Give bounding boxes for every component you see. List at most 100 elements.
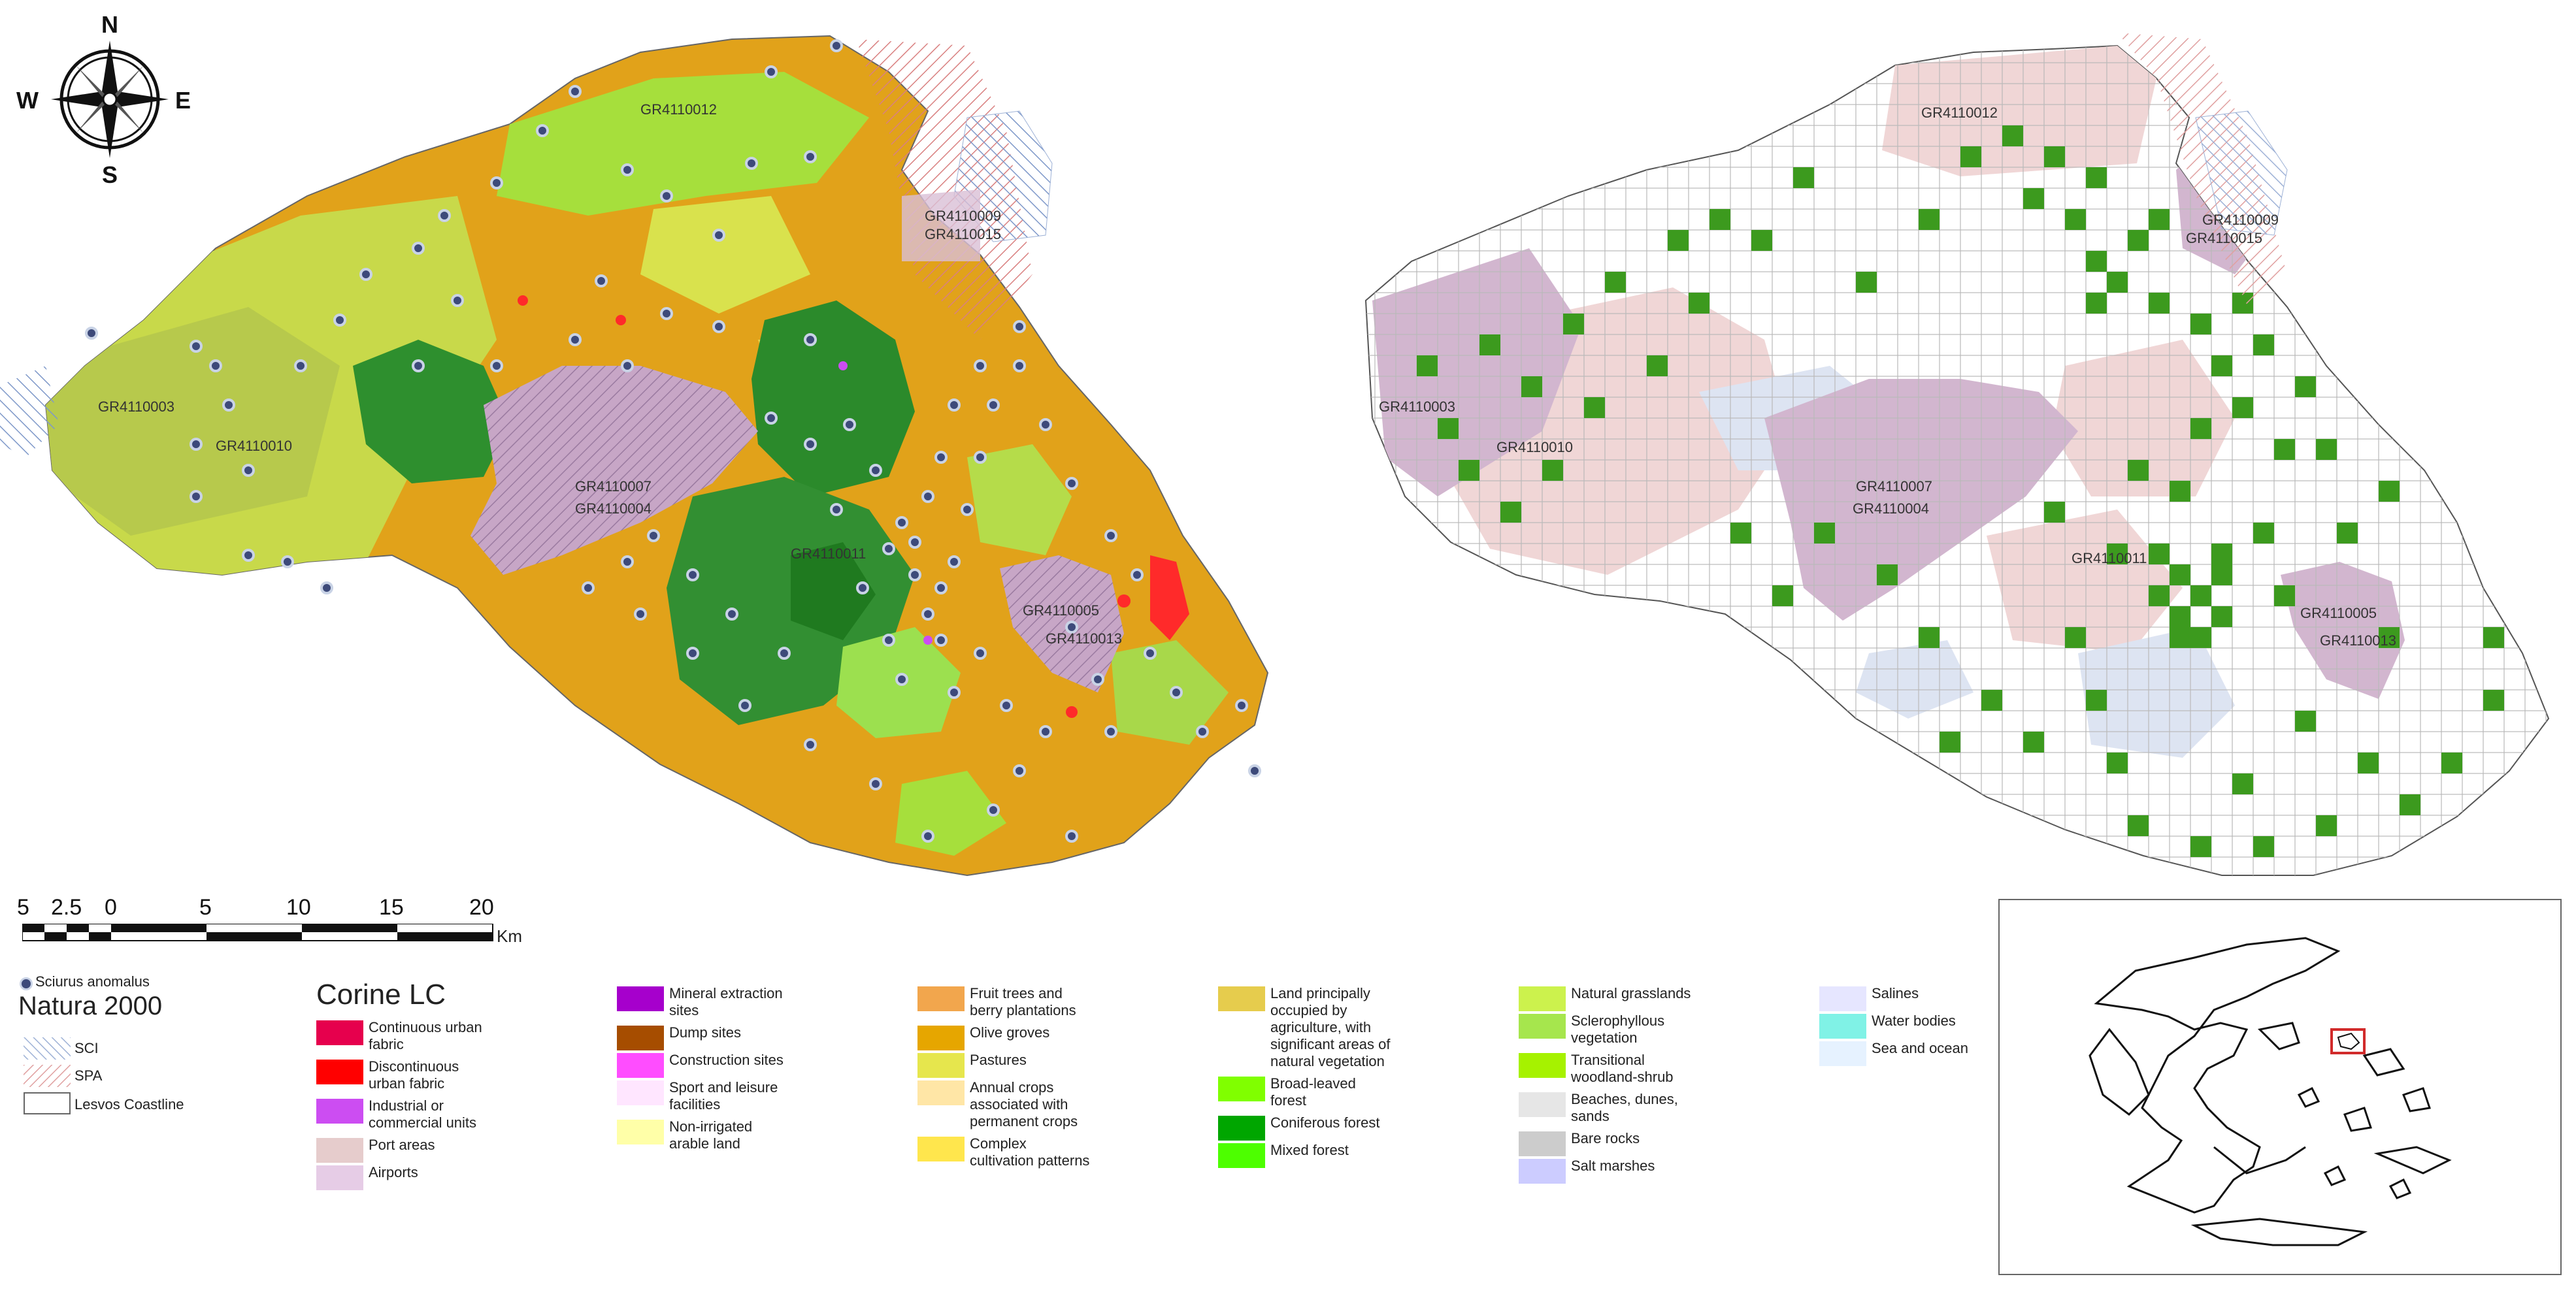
site-label: GR4110015 — [925, 226, 1001, 242]
corine-label: Non-irrigated arable land — [669, 1118, 753, 1152]
corine-swatch — [917, 1137, 965, 1161]
sciurus-label: Sciurus anomalus — [35, 973, 150, 990]
site-label: GR4110013 — [1046, 630, 1122, 647]
corine-swatch — [1819, 1041, 1866, 1066]
corine-swatch — [917, 1053, 965, 1078]
site-label: GR4110013 — [2320, 632, 2396, 649]
site-label: GR4110010 — [1496, 439, 1573, 455]
corine-legend: Corine LC Continuous urban fabric Discont… — [314, 973, 1987, 1209]
corine-swatch — [617, 1053, 664, 1078]
corine-swatch — [1819, 986, 1866, 1011]
corine-label: Transitional woodland-shrub — [1571, 1052, 1674, 1085]
scale-tick: 10 — [286, 895, 311, 920]
site-labels-left: GR4110012 GR4110009 GR4110015 GR4110003 … — [98, 101, 1122, 647]
corine-label: Airports — [369, 1164, 418, 1180]
site-label: GR4110005 — [1023, 602, 1099, 619]
site-label: GR4110009 — [925, 208, 1001, 224]
site-label: GR4110011 — [791, 545, 866, 562]
corine-label: Land principally occupied by agriculture… — [1270, 985, 1391, 1069]
corine-swatch — [316, 1020, 363, 1045]
scale-tick: 15 — [379, 895, 404, 920]
sciurus-points — [85, 39, 1261, 843]
corine-swatch — [316, 1165, 363, 1190]
grid-map: GR4110012 GR4110009 GR4110015 GR4110003 … — [1364, 33, 2550, 876]
corine-swatch — [1519, 1092, 1566, 1117]
corine-label: Industrial or commercial units — [369, 1097, 477, 1131]
compass-south: S — [102, 161, 118, 188]
corine-label: Salines — [1872, 985, 1919, 1001]
corine-swatch — [1519, 1159, 1566, 1184]
corine-label: Pastures — [970, 1052, 1027, 1068]
site-label: GR4110004 — [575, 500, 652, 517]
corine-label: Discontinuous urban fabric — [369, 1058, 459, 1092]
corine-label: Coniferous forest — [1270, 1114, 1380, 1131]
site-label: GR4110012 — [1921, 105, 1998, 121]
site-label: GR4110009 — [2202, 212, 2279, 228]
corine-label: Mixed forest — [1270, 1142, 1349, 1158]
corine-label: Construction sites — [669, 1052, 784, 1068]
site-label: GR4110003 — [1379, 398, 1455, 415]
scale-tick: 20 — [469, 895, 494, 920]
island-left — [0, 35, 1269, 877]
site-label: GR4110012 — [640, 101, 717, 118]
corine-swatch — [1519, 1053, 1566, 1078]
greece-outline — [2089, 937, 2452, 1246]
scale-unit: Km — [497, 926, 522, 946]
site-label: GR4110004 — [1853, 500, 1929, 517]
corine-label: Mineral extraction sites — [669, 985, 783, 1018]
corine-label: Broad-leaved forest — [1270, 1075, 1356, 1109]
corine-swatch — [617, 1026, 664, 1050]
corine-title: Corine LC — [316, 979, 446, 1011]
scale-tick: 0 — [105, 895, 117, 920]
corine-label: Dump sites — [669, 1024, 742, 1041]
corine-label: Sea and ocean — [1872, 1040, 1969, 1056]
spa-swatch — [24, 1065, 71, 1087]
corine-swatch — [1519, 986, 1566, 1011]
corine-label: Salt marshes — [1571, 1158, 1655, 1174]
compass-north: N — [101, 11, 118, 38]
scale-tick: 5 — [17, 895, 29, 920]
corine-label: Water bodies — [1872, 1013, 1956, 1029]
scale-tick: 2.5 — [51, 895, 82, 920]
lesvos-locator-box — [2330, 1028, 2366, 1054]
corine-swatch — [316, 1099, 363, 1124]
corine-label: Annual crops associated with permanent c… — [970, 1079, 1078, 1129]
scale-bar: 5 2.5 0 5 10 15 20 Km — [13, 895, 549, 954]
corine-swatch — [316, 1138, 363, 1163]
corine-label: Olive groves — [970, 1024, 1050, 1041]
corine-swatch — [1519, 1131, 1566, 1156]
spa-label: SPA — [74, 1067, 103, 1084]
corine-label: Port areas — [369, 1137, 435, 1153]
greece-inset-map — [1998, 899, 2562, 1275]
corine-label: Complex cultivation patterns — [970, 1135, 1090, 1169]
site-label: GR4110010 — [216, 438, 292, 454]
site-label: GR4110007 — [1856, 478, 1932, 495]
corine-swatch — [917, 1080, 965, 1105]
corine-label: Natural grasslands — [1571, 985, 1691, 1001]
corine-swatch — [917, 1026, 965, 1050]
corine-label: Sport and leisure facilities — [669, 1079, 778, 1112]
corine-label: Beaches, dunes, sands — [1571, 1091, 1678, 1124]
site-label: GR4110007 — [575, 478, 652, 495]
corine-swatch — [1218, 1116, 1265, 1141]
corine-label: Bare rocks — [1571, 1130, 1640, 1146]
corine-swatch — [1218, 986, 1265, 1011]
corine-swatch — [1218, 1143, 1265, 1168]
coastline-swatch — [24, 1092, 71, 1114]
natura-title: Natura 2000 — [18, 992, 163, 1020]
site-label: GR4110005 — [2300, 605, 2377, 621]
natura-legend: Sciurus anomalus Natura 2000 SCI SPA Les… — [18, 972, 293, 1129]
land-cover-map: GR4110012 GR4110009 GR4110015 GR4110003 … — [0, 35, 1269, 877]
corine-label: Sclerophyllous vegetation — [1571, 1013, 1665, 1046]
site-labels-right: GR4110012 GR4110009 GR4110015 GR4110003 … — [1379, 105, 2396, 649]
compass-east: E — [175, 87, 191, 114]
compass-rose: N S W E — [16, 11, 191, 188]
site-label: GR4110003 — [98, 398, 174, 415]
corine-swatch — [917, 986, 965, 1011]
coastline-label: Lesvos Coastline — [74, 1096, 184, 1112]
corine-swatch — [617, 1120, 664, 1144]
sci-label: SCI — [74, 1040, 99, 1056]
corine-swatch — [1519, 1014, 1566, 1039]
corine-label: Fruit trees and berry plantations — [970, 985, 1076, 1018]
corine-swatch — [617, 986, 664, 1011]
